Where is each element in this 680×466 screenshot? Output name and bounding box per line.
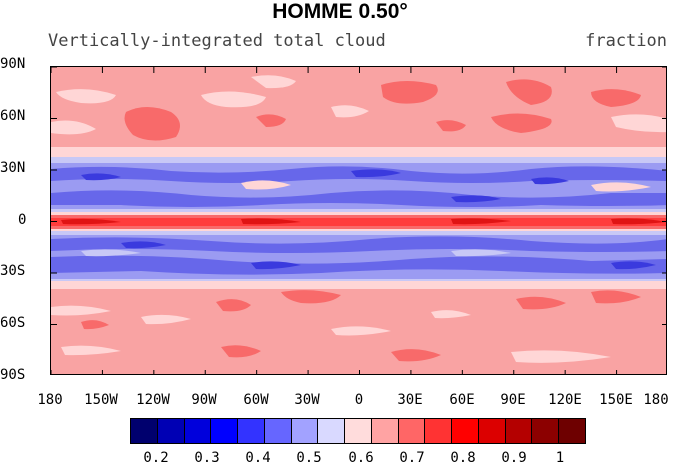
colorbar-swatch xyxy=(345,419,372,443)
lon-label-120w: 120W xyxy=(136,392,170,408)
lat-label-30s: 30S xyxy=(0,263,26,279)
lat-label-30n: 30N xyxy=(0,160,26,176)
colorbar-label-0-8: 0.8 xyxy=(450,450,476,466)
colorbar-label-0-6: 0.6 xyxy=(348,450,374,466)
colorbar-swatch xyxy=(264,419,292,443)
colorbar-swatch xyxy=(131,419,158,443)
colorbar-label-1: 1 xyxy=(555,450,565,466)
variable-description: Vertically-integrated total cloud xyxy=(48,31,386,51)
north-cloud-patches xyxy=(51,75,666,141)
lon-label-120e: 120E xyxy=(548,392,582,408)
lon-label-30w: 30W xyxy=(294,392,320,408)
lat-label-eq: 0 xyxy=(18,212,27,228)
lon-label-150e: 150E xyxy=(599,392,633,408)
colorbar-label-0-7: 0.7 xyxy=(399,450,425,466)
south-cloud-patches xyxy=(51,290,641,363)
colorbar-swatch xyxy=(532,419,560,443)
south-pink-band xyxy=(51,281,666,289)
lon-label-60e: 60E xyxy=(449,392,475,408)
colorbar-label-0-9: 0.9 xyxy=(501,450,527,466)
colorbar-swatch xyxy=(452,419,479,443)
colorbar xyxy=(130,418,586,444)
lon-label-150w: 150W xyxy=(84,392,118,408)
colorbar-swatch xyxy=(291,419,319,443)
south-subtropical-band xyxy=(51,231,666,283)
lon-label-90w: 90W xyxy=(191,392,217,408)
colorbar-label-0-2: 0.2 xyxy=(143,450,169,466)
colorbar-swatch xyxy=(318,419,346,443)
equatorial-band xyxy=(51,212,666,233)
colorbar-swatch xyxy=(371,419,399,443)
colorbar-label-0-4: 0.4 xyxy=(245,450,271,466)
frame-tick-marks xyxy=(51,67,666,374)
lat-label-60s: 60S xyxy=(0,315,26,331)
north-pink-band xyxy=(51,147,666,159)
lon-label-60w: 60W xyxy=(243,392,269,408)
colorbar-label-0-3: 0.3 xyxy=(194,450,220,466)
colorbar-swatch xyxy=(238,419,265,443)
colorbar-swatch xyxy=(478,419,506,443)
map-canvas xyxy=(51,67,666,374)
lon-label-180w: 180 xyxy=(37,392,63,408)
colorbar-swatch xyxy=(559,419,586,443)
lat-label-90s: 90S xyxy=(0,367,26,383)
colorbar-swatch xyxy=(505,419,533,443)
lon-label-0: 0 xyxy=(354,392,364,408)
colorbar-swatch xyxy=(157,419,185,443)
colorbar-label-0-5: 0.5 xyxy=(296,450,322,466)
colorbar-swatch xyxy=(398,419,426,443)
lat-label-60n: 60N xyxy=(0,108,26,124)
colorbar-swatch xyxy=(184,419,212,443)
lon-label-180e: 180 xyxy=(643,392,669,408)
colorbar-swatch xyxy=(425,419,453,443)
lon-label-30e: 30E xyxy=(397,392,423,408)
lon-label-90e: 90E xyxy=(500,392,526,408)
lat-label-90n: 90N xyxy=(0,56,26,72)
north-subtropical-band xyxy=(51,157,666,215)
units-label: fraction xyxy=(585,31,667,51)
cloud-fraction-map xyxy=(50,66,667,375)
chart-title: HOMME 0.50° xyxy=(272,0,408,23)
colorbar-swatch xyxy=(211,419,239,443)
